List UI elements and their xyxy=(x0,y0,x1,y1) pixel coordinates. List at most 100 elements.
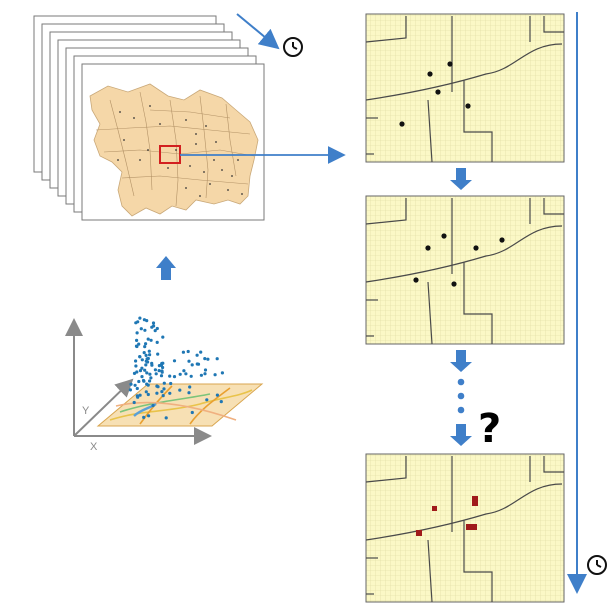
cloud-point xyxy=(161,394,165,398)
ellipsis-dots xyxy=(457,378,465,414)
cloud-point xyxy=(135,370,139,374)
cloud-point xyxy=(135,338,139,342)
cloud-point xyxy=(132,371,137,375)
event-dot xyxy=(473,245,479,251)
cloud-point xyxy=(143,328,147,332)
cloud-point xyxy=(184,372,188,376)
map-dot xyxy=(189,165,191,167)
cloud-point xyxy=(151,321,156,325)
clock-icon xyxy=(587,555,607,575)
event-dot xyxy=(441,233,447,239)
event-dot xyxy=(399,121,405,127)
cloud-point xyxy=(156,352,160,356)
map-dot xyxy=(133,117,135,119)
map-dot xyxy=(237,159,239,161)
cloud-point xyxy=(151,403,155,408)
cloud-point xyxy=(143,368,147,372)
map-dot xyxy=(241,193,243,195)
cloud-point xyxy=(132,400,136,405)
map-dot xyxy=(227,189,229,191)
cloud-point xyxy=(147,414,151,418)
down-arrow-1 xyxy=(450,168,472,190)
cloud-point xyxy=(148,372,152,376)
predicted-cell xyxy=(432,506,437,511)
predicted-cell xyxy=(472,496,478,506)
map-dot xyxy=(175,149,177,151)
map-dot xyxy=(231,175,233,177)
cloud-point xyxy=(162,387,166,391)
cloud-point xyxy=(137,379,141,384)
cloud-point xyxy=(169,381,173,386)
map-dot xyxy=(209,183,211,185)
cloud-point xyxy=(145,371,149,375)
cloud-point xyxy=(188,385,192,389)
cloud-point xyxy=(186,349,190,354)
cloud-point xyxy=(144,390,148,394)
grid-map-panel-3 xyxy=(365,453,565,603)
cloud-point xyxy=(172,359,177,363)
cloud-point xyxy=(139,327,143,331)
cloud-point xyxy=(138,393,142,397)
cloud-point xyxy=(172,375,177,379)
map-dot xyxy=(195,133,197,135)
cloud-point xyxy=(162,381,166,385)
predicted-cell xyxy=(416,530,422,536)
cloud-point xyxy=(187,359,191,363)
cloud-point xyxy=(149,338,153,342)
map-dot xyxy=(199,195,201,197)
cloud-point xyxy=(144,342,148,346)
event-dot xyxy=(451,281,457,287)
cloud-point xyxy=(142,379,146,383)
cloud-point xyxy=(146,392,150,397)
y-axis-label: Y xyxy=(82,405,90,417)
cloud-point xyxy=(190,410,194,415)
cloud-point xyxy=(148,379,152,383)
cloud-point xyxy=(135,386,139,391)
cloud-point xyxy=(138,369,143,373)
map-dot xyxy=(119,111,121,113)
cloud-point xyxy=(155,391,159,395)
map-dot xyxy=(185,119,187,121)
map-dot xyxy=(203,171,205,173)
cloud-point xyxy=(195,353,199,357)
cloud-point xyxy=(213,373,217,377)
map-dot xyxy=(149,105,151,107)
front-city-map xyxy=(81,63,265,221)
up-arrow xyxy=(156,256,176,280)
cloud-point xyxy=(155,384,159,388)
cloud-point xyxy=(168,391,172,395)
cloud-point xyxy=(215,393,219,397)
cloud-point xyxy=(135,331,139,335)
event-dot xyxy=(413,277,419,283)
cloud-point xyxy=(203,357,207,361)
cloud-point xyxy=(205,398,209,402)
spatiotemporal-point-cloud: Y X xyxy=(65,316,264,453)
cloud-point xyxy=(161,365,165,370)
cloud-point xyxy=(199,350,203,354)
map-dot xyxy=(167,167,169,169)
cloud-point xyxy=(134,359,138,363)
cloud-point xyxy=(190,363,194,367)
down-arrow-3 xyxy=(450,424,472,446)
cloud-point xyxy=(134,364,138,368)
cloud-point xyxy=(161,361,165,365)
event-dot xyxy=(447,61,453,67)
map-dot xyxy=(213,159,215,161)
cloud-point xyxy=(164,416,168,420)
cloud-point xyxy=(160,390,164,394)
cloud-point xyxy=(145,382,149,386)
cloud-point xyxy=(143,345,147,349)
grid-map-panel-2 xyxy=(365,195,565,345)
clock-icon xyxy=(283,37,303,57)
map-dot xyxy=(123,139,125,141)
map-dot xyxy=(147,149,149,151)
cloud-point xyxy=(203,372,207,376)
map-dot xyxy=(159,123,161,125)
cloud-point xyxy=(144,353,148,357)
cloud-point xyxy=(134,321,138,325)
cloud-point xyxy=(129,382,133,386)
cloud-point xyxy=(148,353,152,357)
cloud-point xyxy=(181,350,185,354)
cloud-point xyxy=(155,326,159,331)
cloud-point xyxy=(178,388,182,392)
